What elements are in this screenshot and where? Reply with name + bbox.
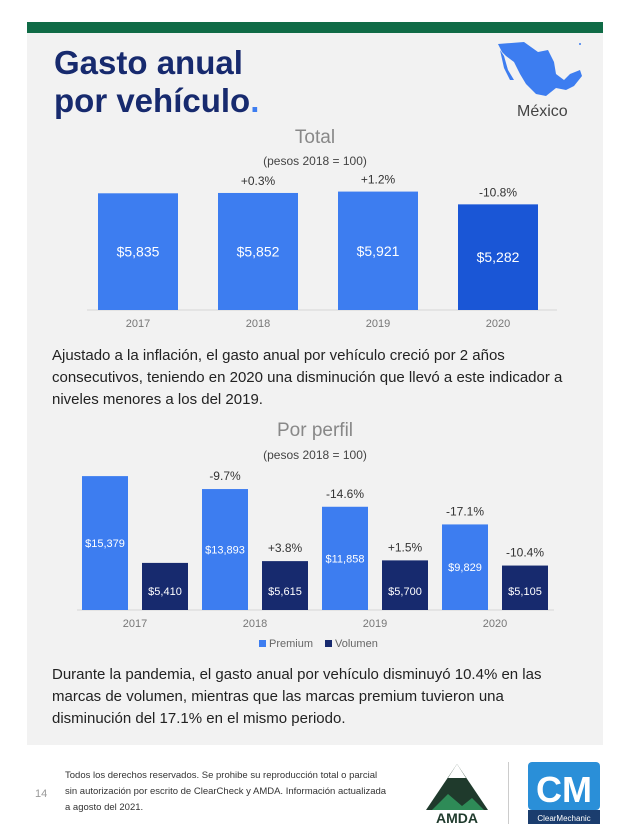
- chart-perfil: $15,379 $13,893 -9.7% $11,858 -14.6% $9,829 -1…: [77, 469, 554, 650]
- legend-swatch-premium: [259, 640, 266, 647]
- bar-value-label: $11,858: [326, 553, 365, 565]
- bar-value-label: $5,835: [117, 244, 160, 260]
- bar-change-label: +1.2%: [361, 173, 396, 187]
- rights-notice: Todos los derechos reservados. Se prohib…: [65, 768, 405, 816]
- top-accent-bar: [27, 22, 603, 33]
- bar-premium-2018: [202, 489, 248, 610]
- chart-perfil-subtitle: (pesos 2018 = 100): [263, 448, 367, 462]
- legend-label-premium: Premium: [269, 638, 313, 650]
- title-line-2: por vehículo: [54, 82, 251, 119]
- page-title: Gasto anual por vehículo.: [54, 44, 259, 120]
- bar-premium-2019: [322, 506, 368, 610]
- x-tick-label: 2018: [243, 618, 267, 630]
- bar-value-label: $5,105: [508, 586, 542, 598]
- cm-logo-name: ClearMechanic: [537, 814, 590, 823]
- legend-swatch-volumen: [325, 640, 332, 647]
- footer-separator: [508, 762, 509, 824]
- bar-change-label: +3.8%: [268, 541, 303, 555]
- title-dot: .: [250, 82, 260, 119]
- bar-change-label: -10.4%: [506, 546, 544, 560]
- clearmechanic-logo: CM ClearMechanic: [528, 762, 600, 824]
- bar-value-label: $5,700: [388, 586, 422, 598]
- bar-total-2017: [98, 193, 178, 310]
- paragraph-perfil-line-1: Durante la pandemia, el gasto anual por …: [52, 666, 542, 683]
- bar-value-label: $15,379: [85, 538, 125, 550]
- bar-value-label: $5,852: [237, 243, 280, 259]
- x-tick-label: 2019: [366, 318, 390, 330]
- rights-line-1: Todos los derechos reservados. Se prohib…: [65, 770, 378, 781]
- bar-volumen-2019: [382, 560, 428, 610]
- page-number: 14: [35, 788, 48, 800]
- bar-total-2018: [218, 192, 298, 310]
- cm-logo-letters: CM: [536, 769, 592, 810]
- x-tick-label: 2017: [126, 318, 150, 330]
- bar-value-label: $9,829: [448, 562, 482, 574]
- amda-logo: AMDA: [426, 764, 488, 826]
- x-tick-label: 2018: [246, 318, 270, 330]
- paragraph-total-line-2: consecutivos, teniendo en 2020 una dismi…: [52, 369, 563, 386]
- bar-volumen-2017: [142, 562, 188, 610]
- bar-volumen-2020: [502, 565, 548, 610]
- paragraph-total: Ajustado a la inflación, el gasto anual …: [52, 345, 572, 411]
- x-tick-label: 2017: [123, 618, 147, 630]
- bar-value-label: $13,893: [205, 545, 245, 557]
- bar-change-label: +0.3%: [241, 174, 276, 188]
- paragraph-perfil-line-2: marcas de volumen, mientras que las marc…: [52, 688, 504, 705]
- bar-change-label: -10.8%: [479, 185, 517, 199]
- x-tick-label: 2020: [486, 318, 510, 330]
- bar-total-2020: [458, 204, 538, 310]
- rights-line-3: a agosto del 2021.: [65, 802, 144, 813]
- bar-total-2019: [338, 191, 418, 310]
- paragraph-perfil: Durante la pandemia, el gasto anual por …: [52, 664, 572, 730]
- bar-change-label: -9.7%: [209, 469, 241, 483]
- chart-total: $5,835 2017 $5,852 +0.3% 2018 $5,921 +1.2% 2019…: [87, 173, 557, 330]
- bar-value-label: $5,282: [477, 249, 520, 265]
- rights-line-2: sin autorización por escrito de ClearChe…: [65, 786, 387, 797]
- mexico-map-icon: [498, 42, 582, 96]
- bar-value-label: $5,921: [357, 243, 400, 259]
- amda-logo-text: AMDA: [436, 810, 478, 826]
- x-tick-label: 2020: [483, 618, 507, 630]
- country-label: México: [517, 103, 568, 120]
- x-tick-label: 2019: [363, 618, 387, 630]
- bar-change-label: -14.6%: [326, 487, 364, 501]
- bar-value-label: $5,410: [148, 586, 182, 598]
- bar-change-label: -17.1%: [446, 504, 484, 518]
- bar-volumen-2018: [262, 561, 308, 610]
- title-line-1: Gasto anual: [54, 44, 243, 81]
- paragraph-total-line-1: Ajustado a la inflación, el gasto anual …: [52, 347, 505, 364]
- paragraph-perfil-line-3: disminución del 17.1% en el mismo period…: [52, 710, 346, 727]
- bar-value-label: $5,615: [268, 586, 302, 598]
- legend-label-volumen: Volumen: [335, 638, 378, 650]
- chart-total-subtitle: (pesos 2018 = 100): [263, 154, 367, 168]
- bar-change-label: +1.5%: [388, 540, 423, 554]
- bar-premium-2020: [442, 524, 488, 610]
- chart-perfil-title: Por perfil: [276, 420, 354, 441]
- chart-total-title: Total: [294, 127, 336, 148]
- paragraph-total-line-3: niveles menores a los del 2019.: [52, 391, 263, 408]
- bar-premium-2017: [82, 476, 128, 610]
- content-panel: [27, 33, 603, 745]
